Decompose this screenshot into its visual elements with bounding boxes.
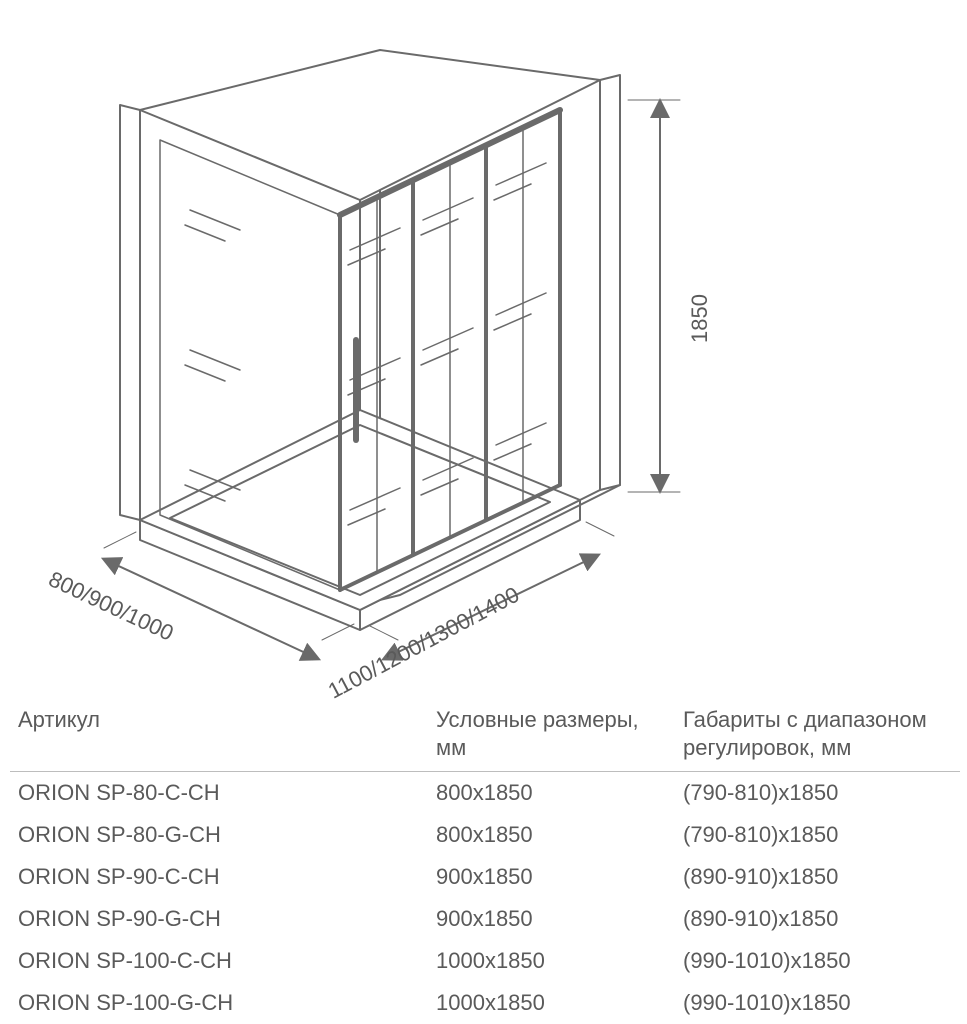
cell-size: 1000x1850	[428, 940, 675, 982]
diagram: 1850 800/900/1000 1100/1200/1300/1400	[40, 20, 760, 690]
cell-article: ORION SP-80-C-CH	[10, 772, 428, 815]
table-row: ORION SP-90-G-CH900x1850(890-910)x1850	[10, 898, 960, 940]
cell-range: (990-1010)x1850	[675, 940, 960, 982]
cell-size: 800x1850	[428, 814, 675, 856]
spec-table: Артикул Условные размеры, мм Габариты с …	[10, 700, 960, 1024]
cell-size: 900x1850	[428, 856, 675, 898]
enclosure-drawing	[40, 20, 760, 690]
cell-article: ORION SP-80-G-CH	[10, 814, 428, 856]
table-row: ORION SP-100-C-CH1000x1850(990-1010)x185…	[10, 940, 960, 982]
header-size: Условные размеры, мм	[428, 700, 675, 772]
cell-size: 1000x1850	[428, 982, 675, 1024]
height-dimension-label: 1850	[687, 294, 713, 343]
table-header-row: Артикул Условные размеры, мм Габариты с …	[10, 700, 960, 772]
cell-article: ORION SP-90-C-CH	[10, 856, 428, 898]
cell-range: (790-810)x1850	[675, 814, 960, 856]
table-row: ORION SP-80-G-CH800x1850(790-810)x1850	[10, 814, 960, 856]
cell-article: ORION SP-100-C-CH	[10, 940, 428, 982]
table-row: ORION SP-90-C-CH900x1850(890-910)x1850	[10, 856, 960, 898]
header-article: Артикул	[10, 700, 428, 772]
cell-size: 900x1850	[428, 898, 675, 940]
cell-size: 800x1850	[428, 772, 675, 815]
table-row: ORION SP-80-C-CH800x1850(790-810)x1850	[10, 772, 960, 815]
cell-article: ORION SP-90-G-CH	[10, 898, 428, 940]
table-row: ORION SP-100-G-CH1000x1850(990-1010)x185…	[10, 982, 960, 1024]
cell-range: (890-910)x1850	[675, 856, 960, 898]
cell-range: (890-910)x1850	[675, 898, 960, 940]
cell-range: (790-810)x1850	[675, 772, 960, 815]
cell-range: (990-1010)x1850	[675, 982, 960, 1024]
cell-article: ORION SP-100-G-CH	[10, 982, 428, 1024]
header-range: Габариты с диапазоном регулировок, мм	[675, 700, 960, 772]
